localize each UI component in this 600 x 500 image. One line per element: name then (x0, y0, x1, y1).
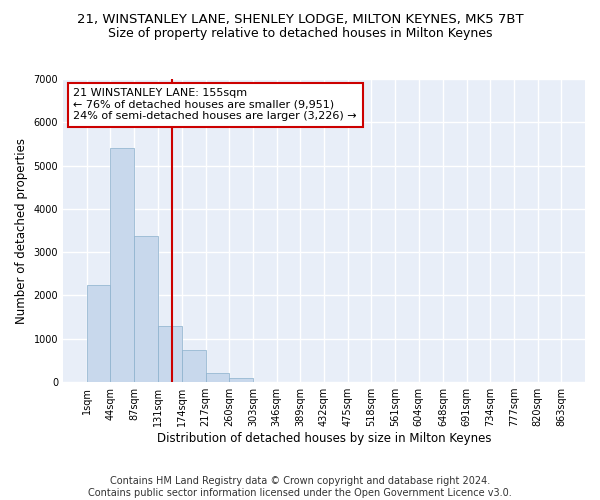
Bar (182, 350, 206, 382)
Bar (134, 236, 158, 382)
Text: Size of property relative to detached houses in Milton Keynes: Size of property relative to detached ho… (108, 28, 492, 40)
Text: 21 WINSTANLEY LANE: 155sqm
← 76% of detached houses are smaller (9,951)
24% of s: 21 WINSTANLEY LANE: 155sqm ← 76% of deta… (73, 88, 357, 122)
X-axis label: Distribution of detached houses by size in Milton Keynes: Distribution of detached houses by size … (157, 432, 491, 445)
Bar (229, 378, 253, 382)
Y-axis label: Number of detached properties: Number of detached properties (15, 138, 28, 324)
Bar (206, 374, 229, 382)
Bar (158, 326, 182, 382)
Bar (110, 148, 134, 382)
Bar (87, 284, 110, 382)
Text: Contains HM Land Registry data © Crown copyright and database right 2024.
Contai: Contains HM Land Registry data © Crown c… (88, 476, 512, 498)
Text: 21, WINSTANLEY LANE, SHENLEY LODGE, MILTON KEYNES, MK5 7BT: 21, WINSTANLEY LANE, SHENLEY LODGE, MILT… (77, 12, 523, 26)
